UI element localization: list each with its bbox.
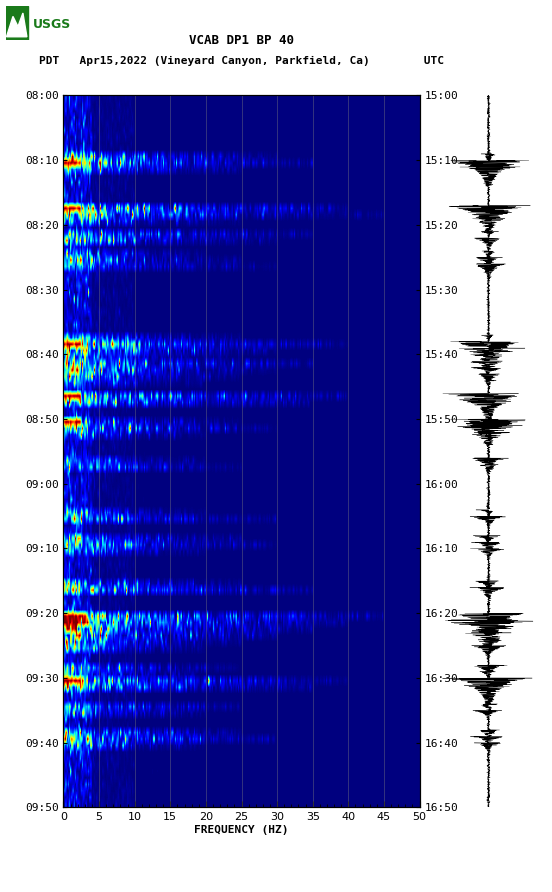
- X-axis label: FREQUENCY (HZ): FREQUENCY (HZ): [194, 825, 289, 835]
- Bar: [6, 6, 28, 40]
- Text: USGS: USGS: [33, 19, 71, 31]
- Polygon shape: [7, 13, 27, 37]
- Text: VCAB DP1 BP 40: VCAB DP1 BP 40: [189, 34, 294, 46]
- Text: PDT   Apr15,2022 (Vineyard Canyon, Parkfield, Ca)        UTC: PDT Apr15,2022 (Vineyard Canyon, Parkfie…: [39, 55, 444, 66]
